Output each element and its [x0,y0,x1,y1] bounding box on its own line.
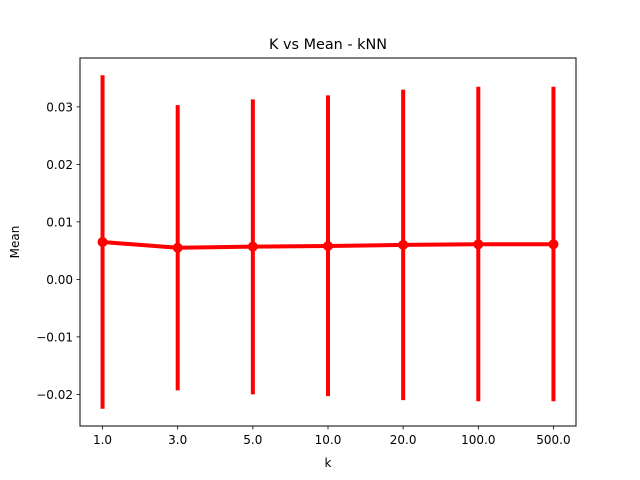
x-tick-label: 100.0 [461,433,495,447]
y-tick-label: 0.03 [46,100,73,114]
data-point [398,239,409,250]
axes-frame [79,57,577,427]
y-tick-label: −0.01 [36,330,73,344]
y-tick-label: −0.02 [36,388,73,402]
x-tick-label: 10.0 [315,433,342,447]
x-tick-label: 5.0 [243,433,262,447]
data-point [247,241,258,252]
y-tick-label: 0.00 [46,273,73,287]
plot-area: −0.02 −0.01 0.00 0.01 0.02 0.03 1.0 3.0 5.0 10.0 2… [36,75,571,447]
x-tick-label: 20.0 [390,433,417,447]
x-tick-label: 1.0 [93,433,112,447]
y-tick-label: 0.02 [46,158,73,172]
x-tick-label: 500.0 [536,433,570,447]
x-axis-label: k [325,456,332,470]
y-tick-label: 0.01 [46,215,73,229]
y-axis-label: Mean [8,226,22,259]
data-point [473,239,484,250]
data-point [548,239,559,250]
data-point [97,237,108,247]
data-point [172,242,183,253]
x-tick-label: 3.0 [168,433,187,447]
data-point [323,241,333,252]
chart-title: K vs Mean - kNN [269,37,387,53]
